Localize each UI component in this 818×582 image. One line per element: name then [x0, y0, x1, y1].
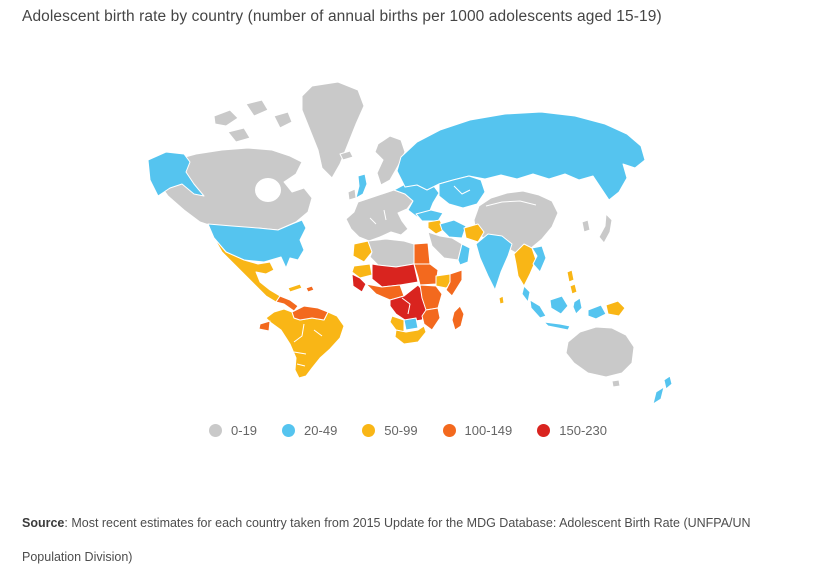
legend: 0-19 20-49 50-99 100-149 150-230 [118, 423, 698, 438]
region-scandinavia[interactable] [374, 135, 406, 186]
region-canada-arctic-1[interactable] [213, 109, 239, 127]
source-text: : Most recent estimates for each country… [22, 516, 751, 564]
region-sahel[interactable] [371, 263, 419, 288]
region-south-africa[interactable] [394, 325, 427, 345]
central-asia-border [453, 185, 471, 195]
region-canada-arctic-2[interactable] [245, 99, 269, 117]
region-madagascar[interactable] [451, 305, 465, 331]
hudson-bay [255, 178, 281, 202]
region-central-asia[interactable] [438, 175, 486, 209]
sa-border-3 [293, 351, 307, 355]
region-korea[interactable] [581, 219, 591, 233]
region-australia[interactable] [565, 326, 635, 378]
region-papua-new-guinea[interactable] [605, 300, 626, 317]
legend-label: 0-19 [231, 423, 258, 438]
region-mexico[interactable] [213, 237, 281, 303]
region-iran[interactable] [439, 219, 467, 239]
region-russia[interactable] [396, 111, 646, 201]
legend-item-0-19: 0-19 [209, 423, 257, 438]
legend-label: 50-99 [384, 423, 418, 438]
region-greenland[interactable] [301, 81, 365, 179]
legend-dot-icon [209, 424, 223, 437]
page-title: Adolescent birth rate by country (number… [22, 8, 662, 25]
region-cuba[interactable] [287, 283, 303, 293]
region-horn-of-africa[interactable] [445, 269, 463, 297]
region-malay-peninsula[interactable] [521, 285, 531, 303]
region-north-africa[interactable] [367, 238, 415, 268]
region-vietnam[interactable] [531, 245, 547, 273]
legend-label: 150-230 [559, 423, 607, 438]
region-philippines-1[interactable] [566, 269, 575, 283]
legend-item-20-49: 20-49 [282, 423, 337, 438]
region-morocco[interactable] [352, 240, 373, 263]
region-venezuela-guyanas[interactable] [291, 305, 329, 321]
region-turkey[interactable] [415, 209, 444, 222]
europe-border-1 [369, 217, 377, 225]
region-yemen-oman[interactable] [457, 243, 471, 266]
world-choropleth-map [118, 72, 698, 417]
region-ecuador[interactable] [258, 320, 271, 332]
region-tasmania[interactable] [611, 379, 621, 388]
region-canada-arctic-4[interactable] [227, 127, 251, 143]
region-mozambique-zimbabwe[interactable] [421, 307, 441, 331]
legend-label: 20-49 [304, 423, 338, 438]
region-sri-lanka[interactable] [498, 295, 505, 305]
sa-border-2 [313, 329, 323, 337]
region-new-zealand-south[interactable] [652, 386, 665, 405]
sa-border-4 [296, 363, 306, 367]
europe-border-2 [383, 209, 387, 221]
region-indonesia-borneo[interactable] [549, 295, 569, 315]
region-india[interactable] [475, 233, 513, 291]
africa-border-1 [401, 297, 411, 315]
region-mauritania[interactable] [351, 263, 373, 279]
source-label: Source [22, 516, 65, 530]
sa-border-1 [293, 323, 305, 343]
region-uk[interactable] [355, 173, 368, 199]
region-hispaniola[interactable] [305, 285, 315, 293]
mongolia-border [485, 200, 537, 207]
legend-item-50-99: 50-99 [362, 423, 418, 438]
region-egypt[interactable] [413, 242, 431, 265]
region-senegal-guinea[interactable] [351, 273, 367, 293]
region-indonesia-java[interactable] [543, 321, 571, 331]
region-ireland[interactable] [347, 188, 357, 201]
region-new-zealand-north[interactable] [663, 375, 673, 390]
region-botswana[interactable] [403, 317, 419, 331]
region-central-america[interactable] [275, 295, 299, 312]
world-map-svg [147, 81, 673, 405]
region-iceland[interactable] [339, 150, 354, 161]
region-philippines-2[interactable] [569, 283, 578, 295]
region-japan[interactable] [598, 213, 613, 244]
source-note: Source: Most recent estimates for each c… [22, 506, 800, 574]
region-indonesia-sulawesi[interactable] [572, 297, 583, 315]
legend-label: 100-149 [464, 423, 513, 438]
legend-item-150-230: 150-230 [537, 423, 607, 438]
region-indonesia-sumatra[interactable] [529, 299, 547, 319]
legend-dot-icon [442, 424, 456, 437]
region-canada-arctic-3[interactable] [273, 111, 293, 129]
region-afghanistan[interactable] [463, 223, 485, 243]
legend-item-100-149: 100-149 [442, 423, 513, 438]
region-alaska[interactable] [147, 151, 205, 197]
legend-dot-icon [537, 424, 551, 437]
region-canada[interactable] [153, 147, 313, 233]
region-se-asia-mainland[interactable] [513, 243, 537, 287]
legend-dot-icon [362, 424, 376, 437]
legend-dot-icon [282, 424, 296, 437]
region-indonesia-west-papua[interactable] [587, 304, 607, 320]
